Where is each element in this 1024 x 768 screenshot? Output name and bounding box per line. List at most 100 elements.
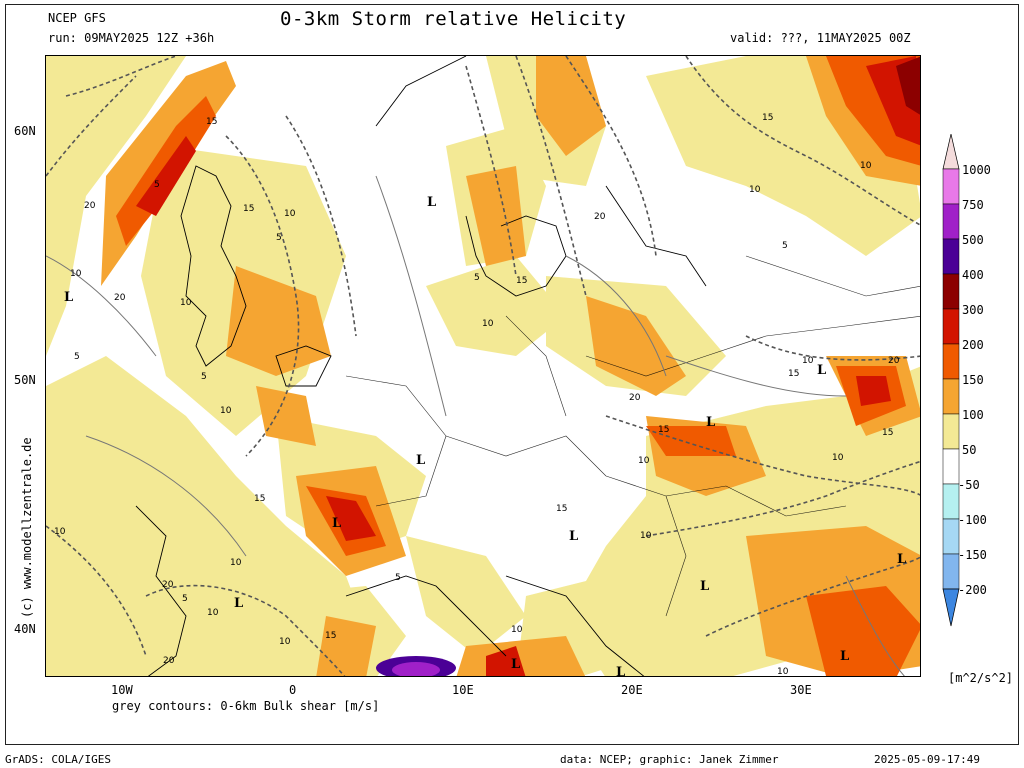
helicity-400-plus-area <box>376 656 456 676</box>
lat-label-40n: 40N <box>14 622 36 636</box>
colorbar-label: -50 <box>958 478 980 492</box>
contour-label: 10 <box>54 527 66 537</box>
coastlines <box>135 56 707 676</box>
colorbar-bin-neutral <box>942 448 960 485</box>
data-credit: data: NCEP; graphic: Janek Zimmer <box>560 753 779 766</box>
colorbar: 1000 750 500 400 300 200 150 100 50 -50 … <box>942 133 1022 634</box>
contour-label: 10 <box>640 531 652 541</box>
colorbar-label: 200 <box>962 338 984 352</box>
colorbar-bin-100-150 <box>942 378 960 415</box>
contour-label: 5 <box>395 573 401 583</box>
contour-label: 10 <box>180 298 192 308</box>
colorbar-label: 750 <box>962 198 984 212</box>
figure-frame <box>5 4 1019 745</box>
contour-label: 15 <box>762 113 773 123</box>
watermark-text: (c) www.modellzentrale.de <box>20 437 34 618</box>
colorbar-label: 400 <box>962 268 984 282</box>
contour-label: 10 <box>207 608 219 618</box>
contour-label: 20 <box>162 580 174 590</box>
contour-label: 15 <box>788 369 799 379</box>
valid-time: valid: ???, 11MAY2025 00Z <box>730 31 911 45</box>
contour-label: 15 <box>516 276 527 286</box>
lat-label-50n: 50N <box>14 373 36 387</box>
model-name: NCEP GFS <box>48 11 106 25</box>
lat-label-60n: 60N <box>14 124 36 138</box>
contour-label: 10 <box>279 637 291 647</box>
lon-label-20e: 20E <box>621 683 643 697</box>
low-markers: L L L L L L L L L L L L L <box>64 195 906 677</box>
low-marker: L <box>234 596 243 611</box>
contour-label: 20 <box>84 201 96 211</box>
low-marker: L <box>840 649 849 664</box>
contour-label: 10 <box>220 406 232 416</box>
contour-label: 10 <box>832 453 844 463</box>
lon-label-30e: 30E <box>790 683 812 697</box>
lon-label-10e: 10E <box>452 683 474 697</box>
map-canvas: L L L L L L L L L L L L L 15 20 5 10 15 … <box>46 56 920 677</box>
low-marker: L <box>332 516 341 531</box>
low-marker: L <box>700 579 709 594</box>
colorbar-bin-300-400 <box>942 273 960 310</box>
contour-label: 10 <box>70 269 82 279</box>
contour-label: 5 <box>782 241 788 251</box>
low-marker: L <box>569 529 578 544</box>
colorbar-bin-200-300 <box>942 308 960 345</box>
colorbar-label: 500 <box>962 233 984 247</box>
colorbar-label: 50 <box>962 443 976 457</box>
contour-label: 10 <box>749 185 761 195</box>
colorbar-label: 300 <box>962 303 984 317</box>
helicity-map: L L L L L L L L L L L L L 15 20 5 10 15 … <box>45 55 921 677</box>
contour-label: 20 <box>594 212 606 222</box>
colorbar-bin-neg150 <box>942 553 960 590</box>
contour-label: 20 <box>114 293 126 303</box>
colorbar-label: -200 <box>958 583 987 597</box>
colorbar-top-triangle <box>942 133 960 170</box>
contour-label: 15 <box>882 428 893 438</box>
lon-label-10w: 10W <box>111 683 133 697</box>
low-marker: L <box>616 665 625 677</box>
contour-label: 5 <box>182 594 188 604</box>
low-marker: L <box>706 415 715 430</box>
colorbar-unit: [m^2/s^2] <box>948 671 1014 685</box>
lon-label-0: 0 <box>289 683 297 697</box>
low-marker: L <box>511 657 520 672</box>
contour-label: 10 <box>860 161 872 171</box>
contour-label: 15 <box>325 631 336 641</box>
contour-note: grey contours: 0-6km Bulk shear [m/s] <box>112 699 380 713</box>
contour-label: 5 <box>154 180 160 190</box>
low-marker: L <box>897 552 906 567</box>
contour-label: 15 <box>243 204 254 214</box>
country-borders <box>345 255 920 617</box>
colorbar-bin-400-500 <box>942 238 960 275</box>
contour-label: 15 <box>556 504 567 514</box>
helicity-300-400-areas <box>896 56 920 115</box>
contour-labels: 15 20 5 10 15 10 5 10 5 10 10 5 5 10 15 … <box>54 113 900 677</box>
contour-label: 10 <box>230 558 242 568</box>
contour-label: 20 <box>888 356 900 366</box>
generation-timestamp: 2025-05-09-17:49 <box>874 753 980 766</box>
low-marker: L <box>817 363 826 378</box>
grads-credit: GrADS: COLA/IGES <box>5 753 111 766</box>
colorbar-bin-500-750 <box>942 203 960 240</box>
contour-label: 5 <box>74 352 80 362</box>
colorbar-bin-neg100 <box>942 518 960 555</box>
colorbar-bottom-triangle <box>942 588 960 627</box>
colorbar-label: -100 <box>958 513 987 527</box>
colorbar-bin-150-200 <box>942 343 960 380</box>
contour-label: 10 <box>802 356 814 366</box>
contour-label: 20 <box>629 393 641 403</box>
contour-label: 15 <box>254 494 265 504</box>
low-marker: L <box>64 290 73 305</box>
low-marker: L <box>427 195 436 210</box>
contour-label: 15 <box>206 117 217 127</box>
colorbar-label: -150 <box>958 548 987 562</box>
contour-label: 15 <box>658 425 669 435</box>
contour-label: 5 <box>474 273 480 283</box>
colorbar-bin-neg50 <box>942 483 960 520</box>
shear-contours-solid <box>46 175 905 676</box>
shear-contours-dashed <box>46 56 920 676</box>
colorbar-bin-50-100 <box>942 413 960 450</box>
colorbar-label: 100 <box>962 408 984 422</box>
colorbar-label: 1000 <box>962 163 991 177</box>
contour-label: 10 <box>777 667 789 677</box>
